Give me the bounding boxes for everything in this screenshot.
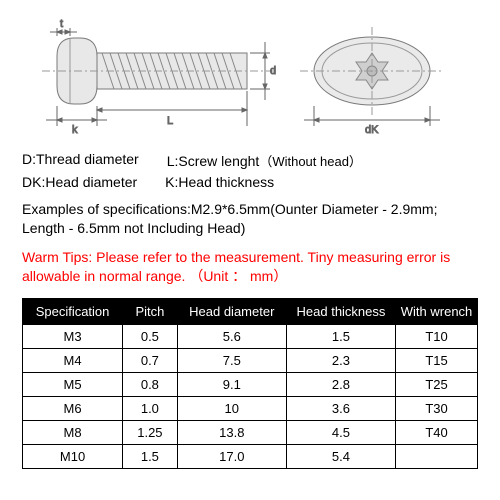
table-row: M40.77.52.3T15 [23,348,478,372]
table-cell: 0.8 [123,372,178,396]
table-cell: 1.5 [286,324,395,348]
table-row: M30.55.61.5T10 [23,324,478,348]
table-cell: 9.1 [177,372,286,396]
table-cell: T10 [396,324,478,348]
legend-row-2: DK:Head diameter K:Head thickness [22,174,478,190]
table-cell: 5.4 [286,444,395,468]
table-cell: T25 [396,372,478,396]
legend-l-note: （Without head） [259,154,362,169]
table-cell: 0.5 [123,324,178,348]
spec-table: Specification Pitch Head diameter Head t… [22,298,478,469]
table-cell: M6 [23,396,123,420]
table-cell: 2.3 [286,348,395,372]
th-spec: Specification [23,298,123,324]
legend-l: L:Screw lenght（Without head） [167,151,362,170]
dim-k: k [72,124,78,136]
table-cell: M8 [23,420,123,444]
table-cell: M5 [23,372,123,396]
legend-dk: DK:Head diameter [22,174,137,190]
table-row: M61.0103.6T30 [23,396,478,420]
table-cell: M4 [23,348,123,372]
table-cell: T40 [396,420,478,444]
legend-row-1: D:Thread diameter L:Screw lenght（Without… [22,151,478,170]
th-head-diameter: Head diameter [177,298,286,324]
legend-d: D:Thread diameter [22,151,139,170]
table-row: M81.2513.84.5T40 [23,420,478,444]
dim-dk: dK [365,124,379,136]
table-cell: T15 [396,348,478,372]
table-cell: T30 [396,396,478,420]
table-cell: 2.8 [286,372,395,396]
dim-L: L [167,115,173,127]
table-cell: 3.6 [286,396,395,420]
table-cell: M10 [23,444,123,468]
table-row: M50.89.12.8T25 [23,372,478,396]
legend-l-text: L:Screw lenght [167,153,260,169]
th-head-thickness: Head thickness [286,298,395,324]
table-row: M101.517.05.4 [23,444,478,468]
table-cell: 10 [177,396,286,420]
table-cell: 7.5 [177,348,286,372]
screw-diagram: t d k L [22,18,478,143]
table-cell: 4.5 [286,420,395,444]
table-cell: M3 [23,324,123,348]
table-header-row: Specification Pitch Head diameter Head t… [23,298,478,324]
dim-d: d [270,65,276,77]
legend-k: K:Head thickness [165,174,274,190]
table-cell: 13.8 [177,420,286,444]
table-cell [396,444,478,468]
dim-t: t [60,18,63,30]
table-cell: 5.6 [177,324,286,348]
th-with-wrench: With wrench [396,298,478,324]
table-cell: 1.5 [123,444,178,468]
table-cell: 1.25 [123,420,178,444]
th-pitch: Pitch [123,298,178,324]
table-cell: 1.0 [123,396,178,420]
examples-text: Examples of specifications:M2.9*6.5mm(Ou… [22,200,478,238]
warm-tips: Warm Tips: Please refer to the measureme… [22,248,478,286]
table-cell: 0.7 [123,348,178,372]
table-cell: 17.0 [177,444,286,468]
